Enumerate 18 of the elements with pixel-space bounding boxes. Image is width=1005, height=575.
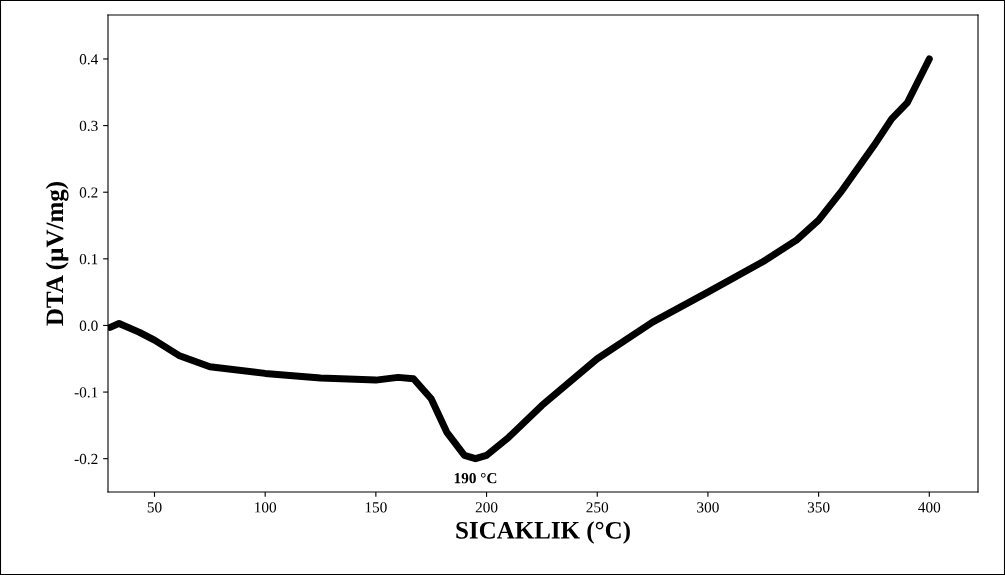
x-tick-label: 150 bbox=[365, 502, 387, 513]
x-tick-label: 300 bbox=[697, 502, 719, 513]
annotation: 190 °C bbox=[454, 473, 497, 484]
y-tick-label: 0.1 bbox=[79, 253, 98, 265]
x-tick-label: 200 bbox=[475, 502, 498, 513]
y-tick-label: 0.2 bbox=[79, 187, 98, 198]
x-tick-label: 50 bbox=[147, 502, 162, 513]
y-tick-label: -0.1 bbox=[74, 387, 98, 398]
x-axis-title: SICAKLIK (°C) bbox=[456, 521, 630, 544]
y-tick-label: 0.4 bbox=[79, 54, 99, 65]
x-tick-label: 100 bbox=[255, 502, 277, 513]
x-tick-label: 250 bbox=[586, 502, 609, 513]
x-tick-label: 400 bbox=[918, 502, 941, 513]
y-axis-title: DTA (µV/mg) bbox=[45, 182, 69, 326]
x-tick-label: 350 bbox=[807, 502, 830, 513]
y-tick-label: 0.0 bbox=[79, 320, 98, 331]
y-tick-label: 0.3 bbox=[79, 120, 98, 132]
y-tick-label: -0.2 bbox=[74, 453, 98, 465]
